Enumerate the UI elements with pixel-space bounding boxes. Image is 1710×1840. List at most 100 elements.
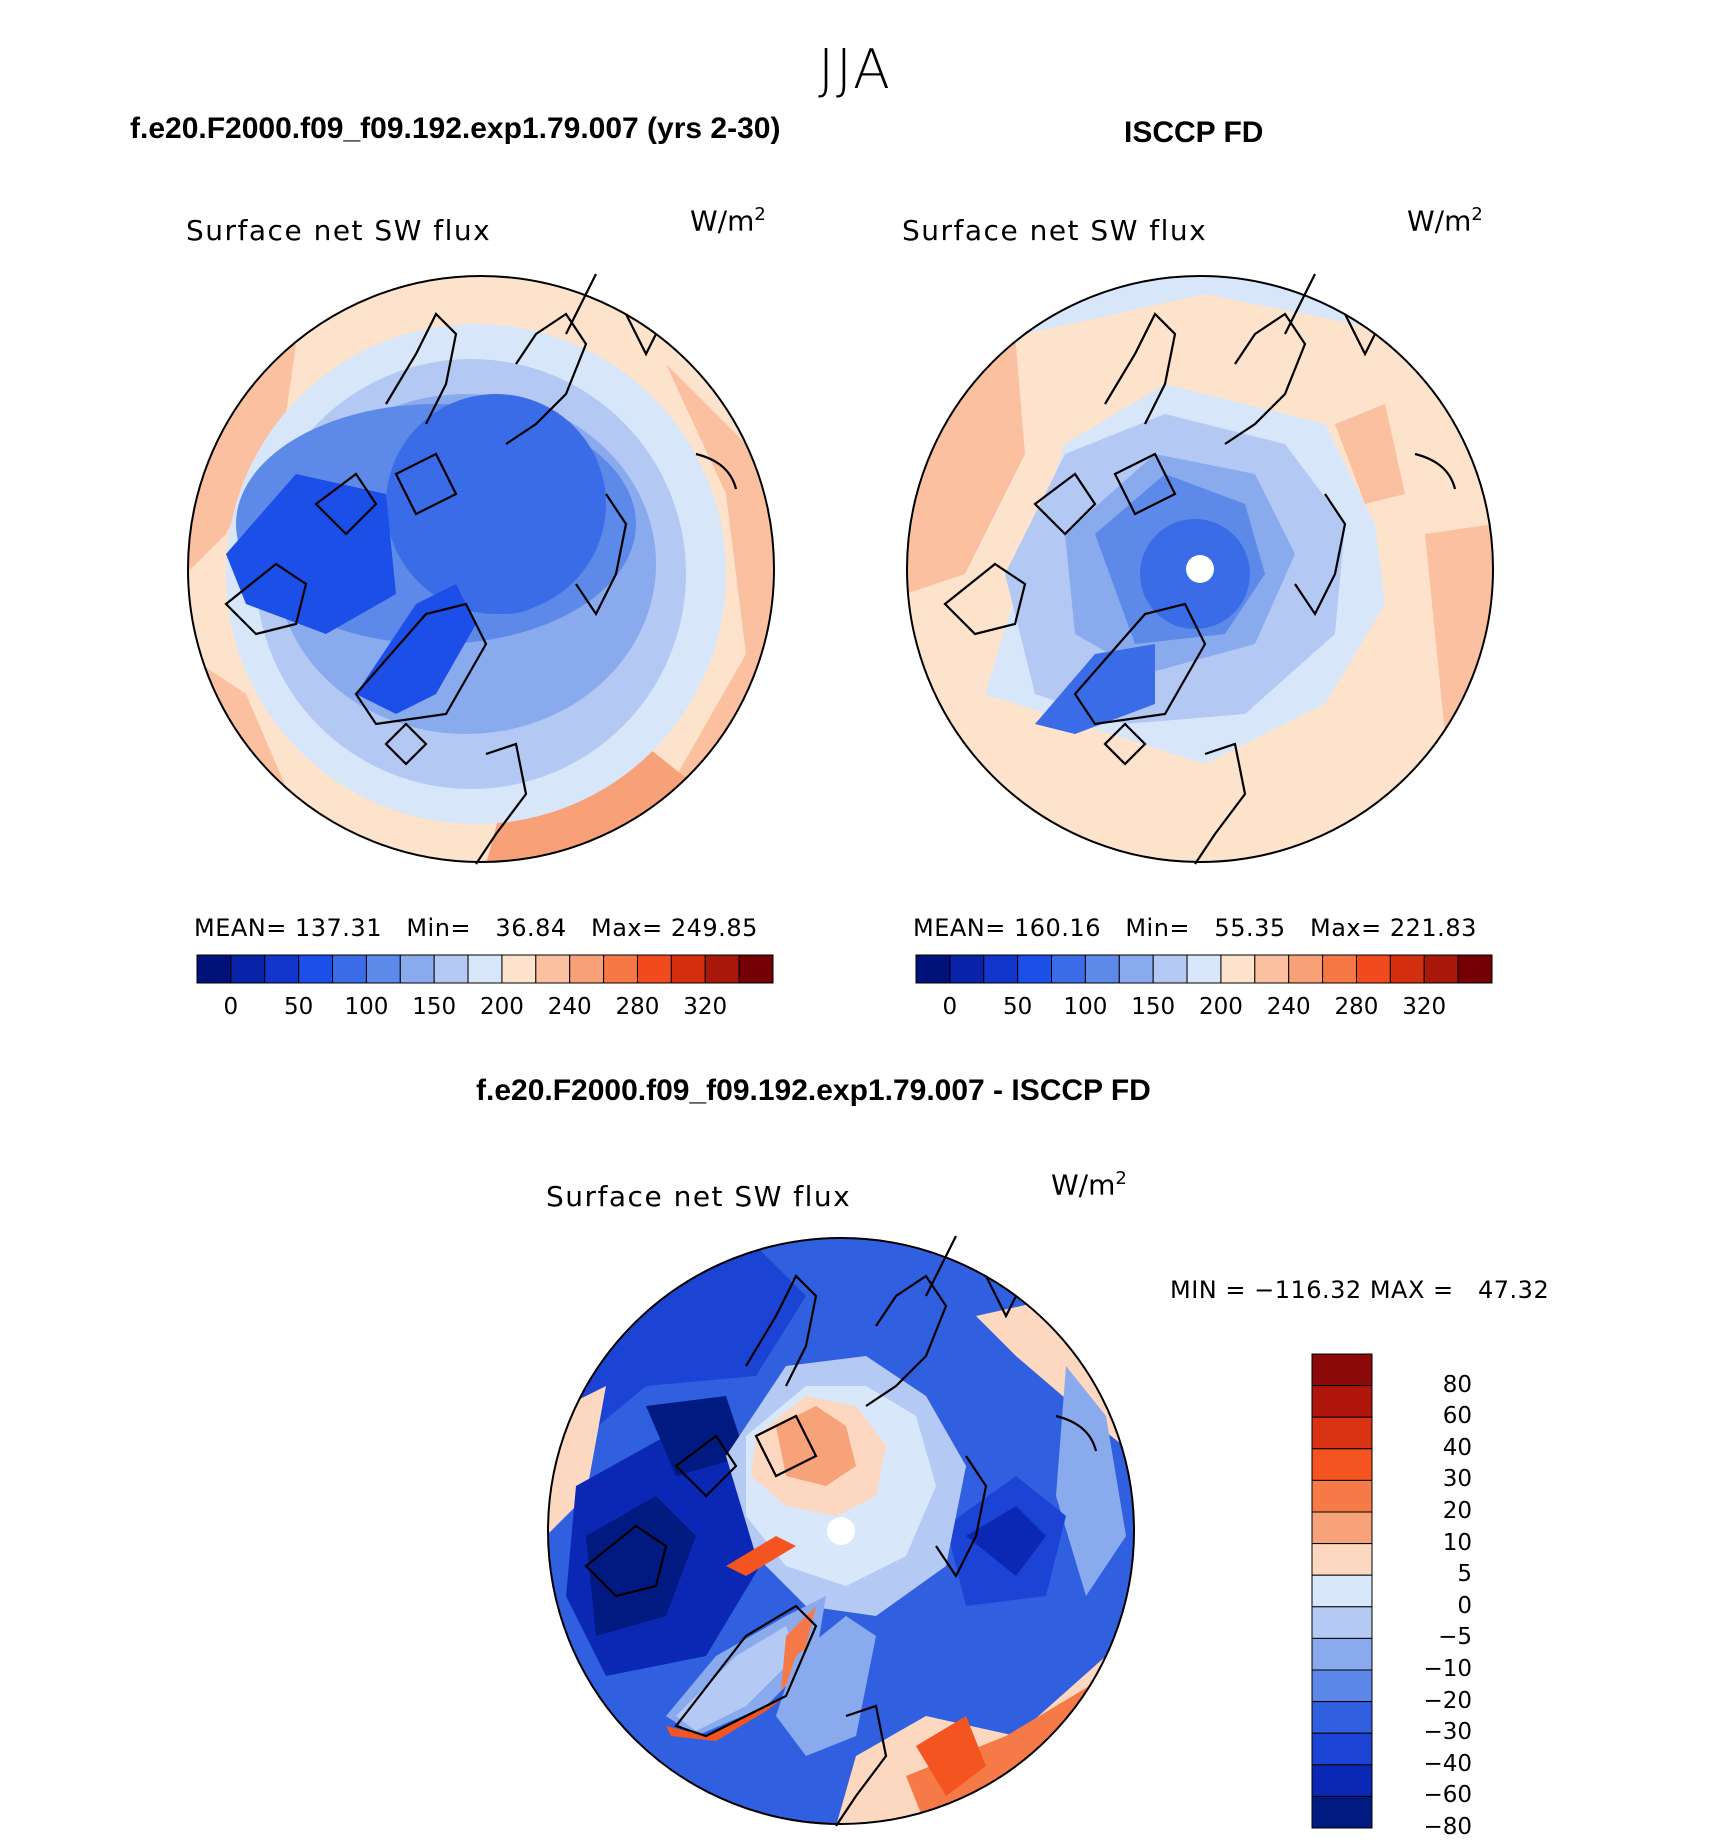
colorbar-swatch xyxy=(1311,1479,1373,1513)
colorbar-swatch xyxy=(1322,954,1357,984)
colorbar-swatch xyxy=(738,954,774,984)
colorbar-label: 50 xyxy=(1003,994,1033,1020)
colorbar-label: −5 xyxy=(1438,1624,1472,1651)
obs-polar-map xyxy=(906,273,1494,865)
obs-colorbar-labels: 0 50 100 150 200 240 280 320 xyxy=(916,994,1492,1024)
colorbar-swatch xyxy=(1311,1606,1373,1639)
colorbar-swatch xyxy=(264,954,300,984)
model-colorbar xyxy=(196,954,774,984)
colorbar-label: 20 xyxy=(1442,1498,1472,1524)
colorbar-swatch xyxy=(1311,1669,1373,1703)
colorbar-swatch xyxy=(535,954,571,984)
colorbar-label: 100 xyxy=(344,994,389,1020)
colorbar-swatch xyxy=(1457,954,1493,984)
colorbar-swatch xyxy=(1311,1764,1373,1797)
colorbar-swatch xyxy=(915,954,951,984)
colorbar-label: 200 xyxy=(1198,994,1243,1020)
difference-colorbar-labels: 80 60 40 30 20 10 5 0 −5 −10 −20 −30 −40 −60 −80 xyxy=(1392,1354,1472,1840)
difference-minmax: MIN = −116.32 MAX = 47.32 xyxy=(1170,1276,1550,1304)
colorbar-swatch xyxy=(1311,1701,1373,1734)
colorbar-swatch xyxy=(501,954,537,984)
colorbar-label: 60 xyxy=(1442,1403,1472,1430)
colorbar-swatch xyxy=(1311,1353,1373,1387)
colorbar-swatch xyxy=(467,954,503,984)
colorbar-label: 0 xyxy=(1457,1592,1472,1619)
colorbar-label: 320 xyxy=(683,994,728,1020)
colorbar-label: 320 xyxy=(1402,994,1447,1020)
colorbar-label: 40 xyxy=(1442,1434,1472,1461)
obs-case-title: ISCCP FD xyxy=(1124,116,1264,149)
colorbar-swatch xyxy=(1311,1795,1373,1829)
colorbar-swatch xyxy=(1017,954,1053,984)
colorbar-label: 0 xyxy=(942,994,958,1020)
colorbar-label: −20 xyxy=(1423,1687,1472,1714)
colorbar-label: 30 xyxy=(1442,1466,1472,1493)
colorbar-swatch xyxy=(569,954,605,984)
colorbar-swatch xyxy=(399,954,435,984)
colorbar-label: 100 xyxy=(1063,994,1108,1020)
model-units-label: W/m2 xyxy=(690,204,766,238)
colorbar-swatch xyxy=(1389,954,1425,984)
colorbar-label: −40 xyxy=(1423,1750,1472,1777)
colorbar-label: 10 xyxy=(1442,1529,1472,1556)
difference-title: f.e20.F2000.f09_f09.192.exp1.79.007 - IS… xyxy=(476,1074,1151,1107)
colorbar-swatch xyxy=(1186,954,1222,984)
colorbar-label: 80 xyxy=(1442,1371,1472,1398)
model-case-title: f.e20.F2000.f09_f09.192.exp1.79.007 (yrs… xyxy=(130,112,781,145)
colorbar-swatch xyxy=(1288,954,1324,984)
model-polar-map xyxy=(187,273,775,865)
colorbar-label: −30 xyxy=(1423,1719,1472,1746)
colorbar-swatch xyxy=(1118,954,1154,984)
colorbar-swatch xyxy=(298,954,334,984)
colorbar-swatch xyxy=(1084,954,1120,984)
colorbar-swatch xyxy=(332,954,367,984)
colorbar-swatch xyxy=(1051,954,1086,984)
colorbar-label: −80 xyxy=(1423,1814,1472,1840)
colorbar-label: 0 xyxy=(223,994,239,1020)
obs-variable-label: Surface net SW flux xyxy=(902,214,1208,247)
obs-units-label: W/m2 xyxy=(1407,204,1483,238)
difference-colorbar xyxy=(1311,1353,1373,1829)
colorbar-label: 240 xyxy=(1266,994,1311,1020)
colorbar-swatch xyxy=(1311,1543,1373,1576)
colorbar-swatch xyxy=(949,954,985,984)
obs-stats: MEAN= 160.16 Min= 55.35 Max= 221.83 xyxy=(913,914,1477,942)
colorbar-swatch xyxy=(1220,954,1256,984)
colorbar-label: 280 xyxy=(615,994,660,1020)
colorbar-swatch xyxy=(1311,1732,1373,1766)
colorbar-swatch xyxy=(365,954,401,984)
colorbar-swatch xyxy=(230,954,266,984)
colorbar-label: 280 xyxy=(1334,994,1379,1020)
colorbar-label: 150 xyxy=(412,994,457,1020)
colorbar-swatch xyxy=(636,954,672,984)
colorbar-swatch xyxy=(196,954,232,984)
obs-colorbar xyxy=(915,954,1493,984)
model-colorbar-labels: 0 50 100 150 200 240 280 320 xyxy=(197,994,773,1024)
colorbar-label: −10 xyxy=(1423,1656,1472,1682)
colorbar-swatch xyxy=(983,954,1019,984)
colorbar-swatch xyxy=(1311,1448,1373,1481)
colorbar-swatch xyxy=(670,954,706,984)
season-title: JJA xyxy=(818,38,892,101)
colorbar-label: 50 xyxy=(284,994,314,1020)
colorbar-swatch xyxy=(1311,1416,1373,1450)
model-variable-label: Surface net SW flux xyxy=(186,214,492,247)
colorbar-label: −60 xyxy=(1423,1782,1472,1809)
difference-variable-label: Surface net SW flux xyxy=(546,1180,852,1213)
colorbar-swatch xyxy=(1423,954,1459,984)
colorbar-swatch xyxy=(433,954,469,984)
colorbar-label: 200 xyxy=(479,994,524,1020)
colorbar-swatch xyxy=(704,954,740,984)
difference-polar-map xyxy=(547,1235,1135,1827)
colorbar-swatch xyxy=(1152,954,1188,984)
colorbar-swatch xyxy=(1311,1511,1373,1545)
colorbar-swatch xyxy=(1311,1637,1373,1671)
colorbar-swatch xyxy=(1311,1385,1373,1418)
colorbar-label: 240 xyxy=(547,994,592,1020)
colorbar-swatch xyxy=(1254,954,1290,984)
colorbar-swatch xyxy=(603,954,638,984)
difference-units-label: W/m2 xyxy=(1051,1168,1127,1202)
colorbar-label: 150 xyxy=(1131,994,1176,1020)
colorbar-swatch xyxy=(1355,954,1391,984)
model-stats: MEAN= 137.31 Min= 36.84 Max= 249.85 xyxy=(194,914,758,942)
